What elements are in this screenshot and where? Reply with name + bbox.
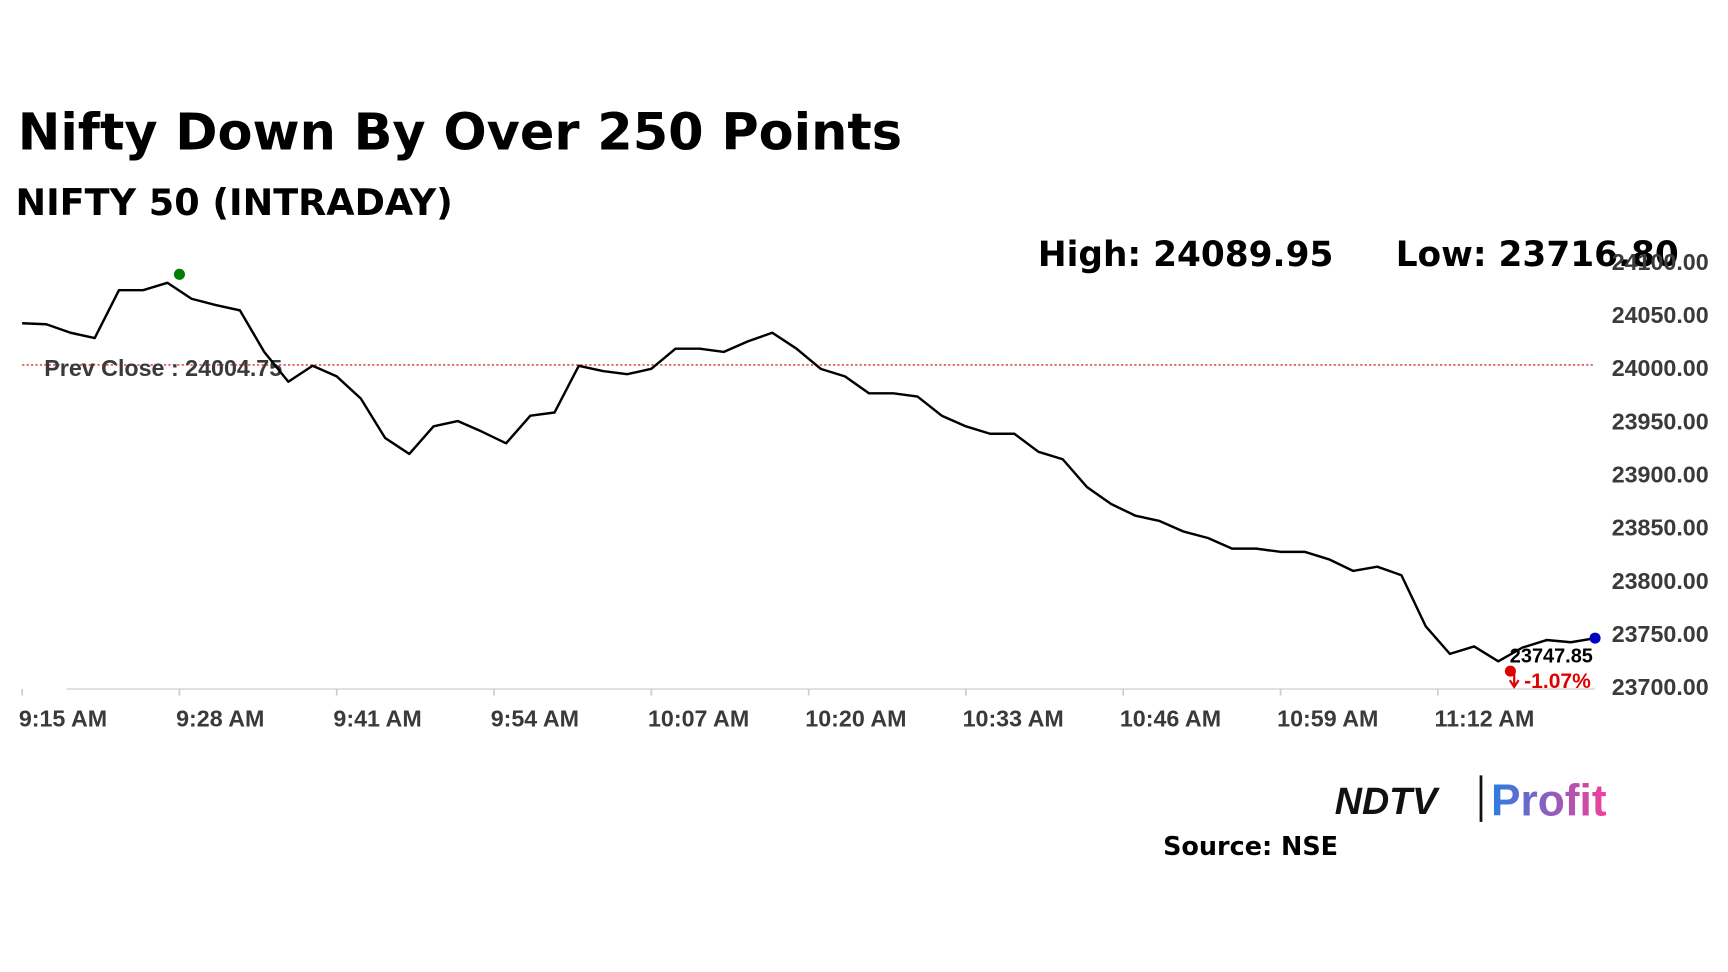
- source: Source: NSE: [1163, 832, 1338, 862]
- last-marker: [1589, 632, 1601, 644]
- high-summary: High: 24089.95: [1038, 235, 1333, 275]
- y-tick-label: 23700.00: [1612, 674, 1709, 700]
- last-value-label: 23747.85: [1510, 645, 1593, 667]
- x-tick-label: 9:54 AM: [491, 706, 579, 732]
- x-tick-label: 9:28 AM: [176, 706, 264, 732]
- y-tick-label: 24000.00: [1612, 355, 1709, 381]
- x-tick-label: 10:59 AM: [1277, 706, 1378, 732]
- y-tick-label: 24050.00: [1612, 302, 1709, 328]
- y-tick-label: 24100.00: [1612, 249, 1709, 275]
- y-tick-label: 23800.00: [1612, 568, 1709, 594]
- x-tick-label: 10:33 AM: [963, 706, 1064, 732]
- low-label: Low:: [1396, 235, 1487, 275]
- y-tick-label: 23750.00: [1612, 621, 1709, 647]
- y-tick-label: 23850.00: [1612, 515, 1709, 541]
- prev-close-value: 24004.75: [185, 355, 282, 381]
- high-marker: [173, 268, 185, 280]
- low-value: 23716.80: [1499, 235, 1679, 275]
- price-line: [22, 281, 1596, 663]
- high-value: 24089.95: [1153, 235, 1333, 275]
- prev-close-label-text: Prev Close :: [44, 355, 178, 381]
- y-tick-label: 23900.00: [1612, 461, 1709, 487]
- x-tick-label: 11:12 AM: [1434, 706, 1534, 732]
- change-arrow: [1508, 669, 1520, 689]
- chart-subtitle: NIFTY 50 (INTRADAY): [16, 181, 453, 224]
- change-label: -1.07%: [1524, 670, 1591, 693]
- prev-close-label: Prev Close : 24004.75: [44, 355, 282, 381]
- x-tick-label: 9:15 AM: [19, 706, 107, 732]
- x-tick-label: 10:20 AM: [805, 706, 906, 732]
- high-label: High:: [1038, 235, 1141, 275]
- low-summary: Low: 23716.80: [1396, 235, 1679, 275]
- y-tick-label: 23950.00: [1612, 408, 1709, 434]
- profit-logo: Profit: [1491, 776, 1607, 825]
- x-tick-label: 10:46 AM: [1120, 706, 1221, 732]
- x-tick-label: 10:07 AM: [648, 706, 749, 732]
- x-tick-label: 9:41 AM: [333, 706, 421, 732]
- chart-title: Nifty Down By Over 250 Points: [18, 104, 902, 163]
- ndtv-logo: NDTV: [1335, 780, 1440, 822]
